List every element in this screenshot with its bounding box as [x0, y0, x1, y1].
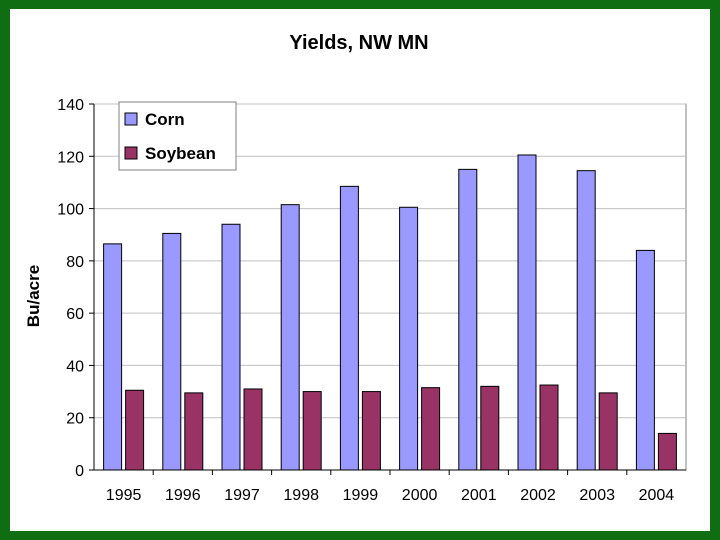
bar-corn-1999 [339, 185, 359, 471]
y-tick-label: 0 [75, 463, 84, 480]
bar-soybean-1999 [361, 391, 381, 471]
bar-soybean-1996 [184, 392, 204, 471]
bar-corn-2000 [399, 206, 419, 471]
x-tick-label: 1995 [106, 487, 142, 504]
x-tick-label: 1996 [165, 487, 201, 504]
x-tick-label: 2001 [461, 487, 497, 504]
y-tick-label: 100 [57, 202, 84, 219]
bar-soybean-2001 [480, 385, 500, 471]
bar-soybean-2003 [598, 392, 618, 471]
y-tick-label: 20 [66, 411, 84, 428]
bar-corn-1997 [221, 223, 241, 471]
y-axis-label: Bu/acre [24, 265, 43, 327]
bar-corn-1998 [280, 204, 300, 471]
y-tick-label: 120 [57, 149, 84, 166]
bar-soybean-2000 [421, 387, 441, 471]
legend-label-corn: Corn [145, 110, 185, 129]
legend: Corn Soybean [118, 101, 237, 171]
y-tick-label: 80 [66, 254, 84, 271]
y-tick-label: 140 [57, 97, 84, 114]
y-tick-label: 60 [66, 306, 84, 323]
slide: Yields, NW MN Bu/acre 0 20 40 60 80 100 120 140… [10, 9, 710, 531]
legend-swatch-soybean [124, 146, 138, 160]
x-tick-label: 1998 [283, 487, 319, 504]
bar-corn-1995 [103, 243, 123, 471]
bar-soybean-2004 [657, 432, 677, 471]
bar-corn-2004 [635, 249, 655, 471]
legend-label-soybean: Soybean [145, 144, 216, 163]
y-tick-label: 40 [66, 358, 84, 375]
x-tick-label: 1999 [343, 487, 379, 504]
bar-soybean-1998 [302, 391, 322, 471]
bar-soybean-1997 [243, 388, 263, 471]
legend-box [118, 101, 237, 171]
bar-corn-1996 [162, 232, 182, 471]
bar-soybean-1995 [125, 389, 145, 471]
legend-swatch-corn [124, 112, 138, 126]
bar-corn-2001 [458, 168, 478, 471]
chart-title: Yields, NW MN [289, 32, 428, 54]
x-tick-label: 2003 [579, 487, 615, 504]
bar-corn-2003 [576, 170, 596, 471]
x-tick-label: 2002 [520, 487, 556, 504]
x-tick-label: 2004 [639, 487, 675, 504]
plot-area: 0 20 40 60 80 100 120 140 1995 1996 1997 1998 1999 20… [57, 97, 687, 504]
bar-corn-2002 [517, 154, 537, 471]
x-tick-label: 1997 [224, 487, 260, 504]
bar-chart: Yields, NW MN Bu/acre 0 20 40 60 80 100 120 140… [24, 32, 687, 504]
bar-soybean-2002 [539, 384, 559, 471]
x-tick-label: 2000 [402, 487, 438, 504]
